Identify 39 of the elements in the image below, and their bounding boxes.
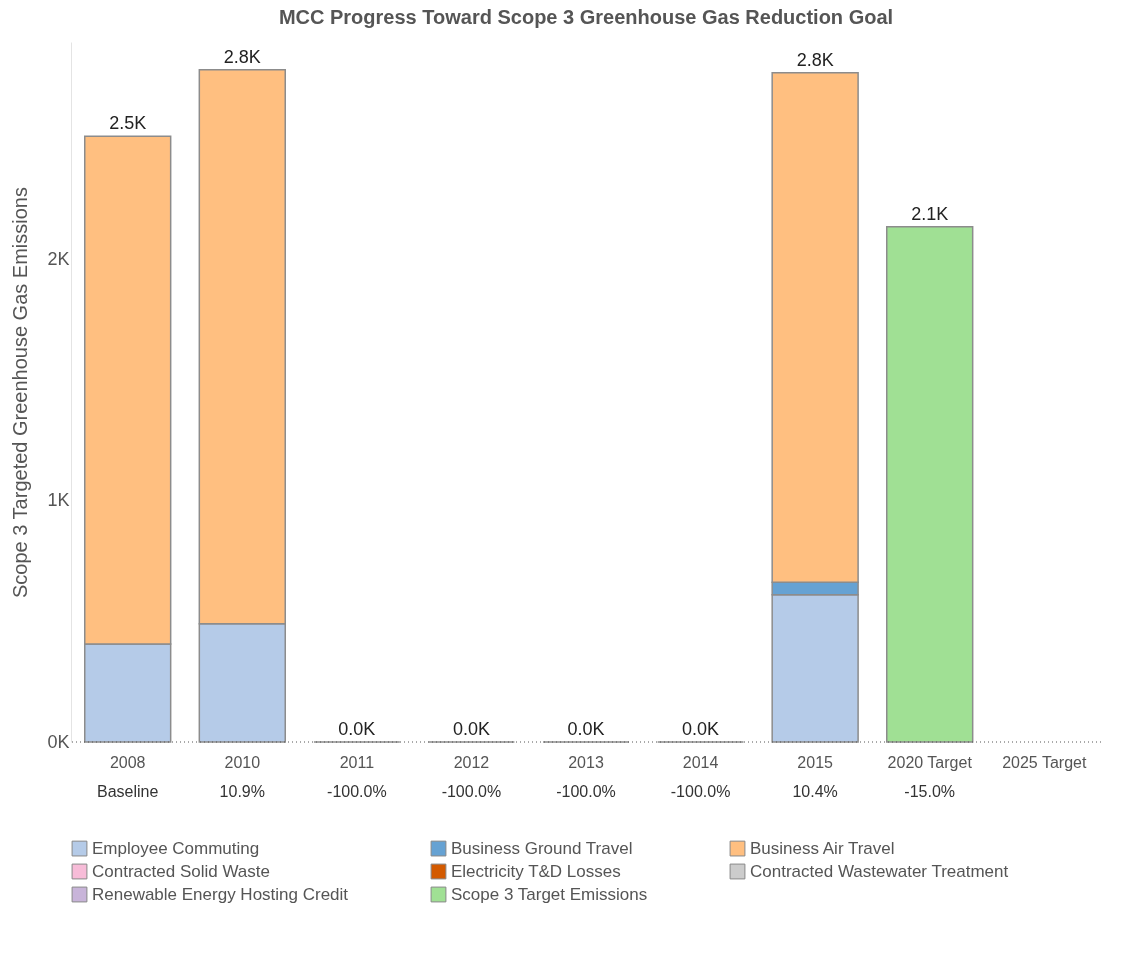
y-tick-label: 1K [47,490,70,511]
bar [886,225,974,743]
y-tick-label: 0K [47,731,70,752]
legend-label: Renewable Energy Hosting Credit [92,884,349,904]
x-tick-label: 2025 Target [1002,753,1087,771]
legend-label: Contracted Solid Waste [92,861,270,881]
total-label: 2.8K [796,49,834,70]
total-label: 2.1K [911,203,949,224]
x-tick-label: 2014 [682,753,719,771]
legend-label: Business Air Travel [750,838,895,858]
total-label: 0.0K [338,719,376,739]
text: -100.0% [441,783,502,800]
text: 10.9% [219,783,265,800]
total-label: 0.0K [567,719,605,739]
x-tick-label: 2008 [109,753,146,771]
x-tick-label: 2013 [568,753,604,771]
x-tick-label: 2015 [797,753,834,771]
legend-label: Contracted Wastewater Treatment [750,861,1009,881]
y-axis-title: Scope 3 Targeted Greenhouse Gas Emissions [9,187,32,598]
legend-label: Business Ground Travel [451,838,633,858]
legend-label: Employee Commuting [92,838,260,858]
total-label: 0.0K [682,719,720,739]
x-tick-label: 2020 Target [887,753,973,771]
x-tick-label: 2012 [453,753,490,771]
chart-title: MCC Progress Toward Scope 3 Greenhouse Gas Reduction Goal [278,6,894,28]
x-tick-label: 2010 [224,753,261,771]
y-tick-label: 2K [47,248,70,269]
legend-label: Scope 3 Target Emissions [451,884,648,904]
text: -15.0% [904,783,956,800]
x-tick-label: 2011 [339,753,375,771]
total-label: 0.0K [452,719,490,739]
text: 10.4% [792,783,838,800]
text: -100.0% [670,783,731,800]
total-label: 2.5K [109,113,147,134]
total-label: 2.8K [223,46,261,67]
legend-label: Electricity T&D Losses [451,861,621,881]
text: -100.0% [556,783,616,800]
text: Baseline [97,783,159,800]
text: -100.0% [327,783,387,800]
